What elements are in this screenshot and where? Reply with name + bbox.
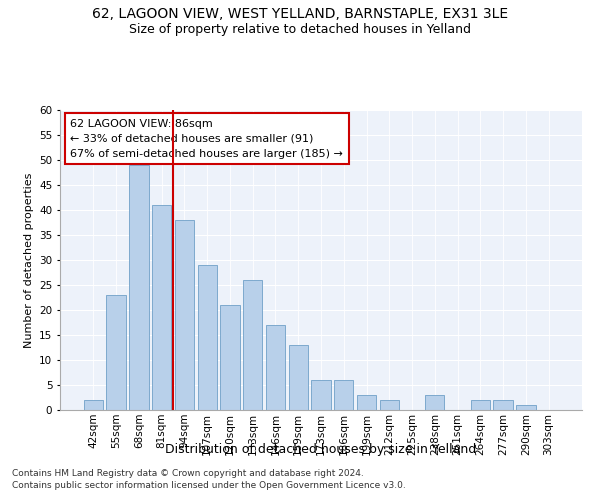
Bar bbox=[106, 295, 126, 410]
Text: Distribution of detached houses by size in Yelland: Distribution of detached houses by size … bbox=[166, 442, 476, 456]
Text: Contains HM Land Registry data © Crown copyright and database right 2024.: Contains HM Land Registry data © Crown c… bbox=[12, 468, 364, 477]
Bar bbox=[357, 395, 376, 410]
Bar bbox=[129, 165, 149, 410]
Bar bbox=[425, 395, 445, 410]
Bar bbox=[493, 400, 513, 410]
Text: 62 LAGOON VIEW: 86sqm
← 33% of detached houses are smaller (91)
67% of semi-deta: 62 LAGOON VIEW: 86sqm ← 33% of detached … bbox=[70, 119, 343, 158]
Bar bbox=[175, 220, 194, 410]
Bar bbox=[334, 380, 353, 410]
Bar bbox=[516, 405, 536, 410]
Bar bbox=[470, 400, 490, 410]
Bar bbox=[289, 345, 308, 410]
Bar bbox=[220, 305, 239, 410]
Y-axis label: Number of detached properties: Number of detached properties bbox=[23, 172, 34, 348]
Bar bbox=[266, 325, 285, 410]
Bar bbox=[152, 205, 172, 410]
Bar bbox=[84, 400, 103, 410]
Text: 62, LAGOON VIEW, WEST YELLAND, BARNSTAPLE, EX31 3LE: 62, LAGOON VIEW, WEST YELLAND, BARNSTAPL… bbox=[92, 8, 508, 22]
Text: Size of property relative to detached houses in Yelland: Size of property relative to detached ho… bbox=[129, 22, 471, 36]
Bar bbox=[243, 280, 262, 410]
Bar bbox=[311, 380, 331, 410]
Text: Contains public sector information licensed under the Open Government Licence v3: Contains public sector information licen… bbox=[12, 481, 406, 490]
Bar bbox=[197, 265, 217, 410]
Bar bbox=[380, 400, 399, 410]
